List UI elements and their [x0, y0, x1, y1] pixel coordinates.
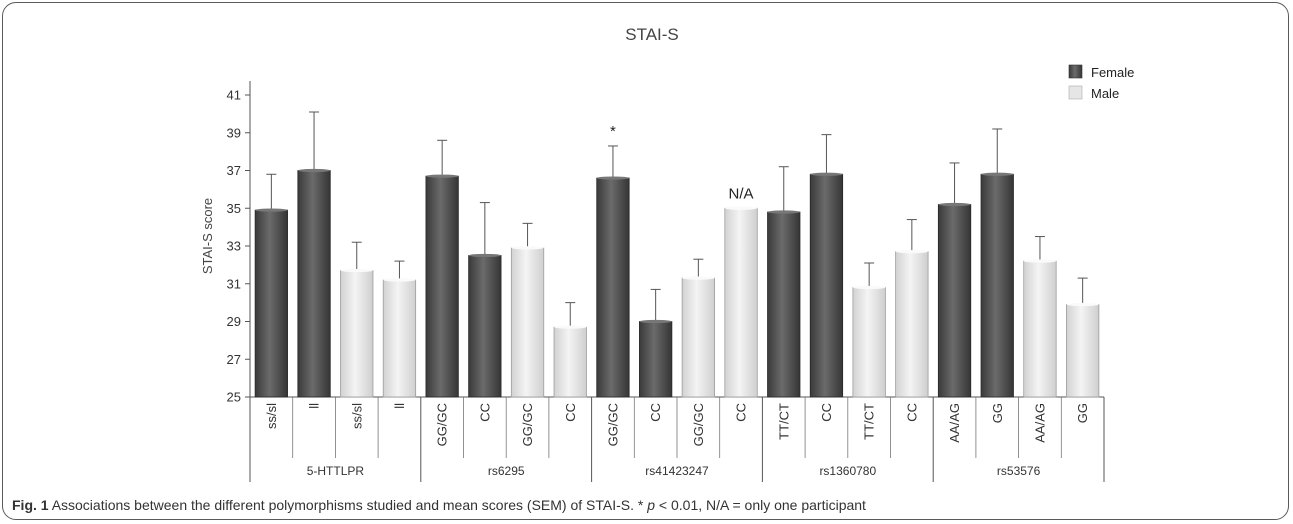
y-tick-label: 29 — [227, 314, 241, 329]
bar — [1066, 304, 1100, 398]
bar-top — [767, 210, 800, 214]
chart-title: STAI-S — [625, 25, 679, 44]
bar-top — [1023, 259, 1057, 263]
caption-text: Associations between the different polym… — [51, 497, 648, 513]
category-label: TT/CT — [862, 403, 877, 440]
bar — [382, 279, 417, 398]
bar — [297, 170, 331, 398]
bar — [425, 175, 459, 398]
bar-top — [1066, 302, 1099, 307]
y-axis-label: STAI-S score — [200, 198, 215, 274]
caption-text-end: < 0.01, N/A = only one participant — [655, 497, 866, 513]
bar-top — [255, 208, 288, 212]
y-tick-label: 33 — [227, 239, 241, 254]
bar-annotation: N/A — [729, 185, 754, 202]
legend-label-female: Female — [1091, 65, 1134, 80]
bar — [553, 326, 587, 398]
caption-label: Fig. 1 — [12, 497, 49, 513]
category-label: GG — [990, 403, 1005, 423]
y-tick-label: 37 — [227, 163, 241, 178]
bar — [681, 277, 715, 398]
group-label: 5-HTTLPR — [307, 464, 365, 478]
bar — [639, 321, 673, 398]
bar — [852, 287, 886, 398]
bar-top — [596, 176, 630, 180]
category-label: TT/CT — [776, 403, 791, 440]
bar — [510, 247, 545, 398]
bar — [980, 173, 1014, 398]
bar-top — [425, 174, 459, 178]
y-tick-label: 35 — [227, 201, 241, 216]
legend-label-male: Male — [1091, 86, 1119, 101]
bar — [767, 211, 801, 398]
figure-caption: Fig. 1 Associations between the differen… — [12, 497, 866, 513]
category-label: CC — [648, 403, 663, 422]
category-label: AA/AG — [1032, 403, 1047, 443]
category-label: CC — [904, 403, 919, 422]
y-tick-label: 27 — [227, 352, 241, 367]
bar-top — [554, 325, 587, 329]
y-tick-label: 39 — [227, 125, 241, 140]
bar-top — [682, 276, 715, 280]
legend-swatch-female — [1068, 64, 1083, 79]
bar-top — [340, 268, 373, 273]
group-label: rs53576 — [997, 464, 1041, 478]
bar-top — [852, 285, 886, 290]
bar — [937, 204, 972, 398]
category-label: GG/GC — [520, 403, 535, 446]
bar-top — [639, 319, 672, 324]
y-tick-label: 41 — [227, 88, 241, 103]
category-label: CC — [819, 403, 834, 422]
category-label: GG — [1075, 403, 1090, 423]
category-label: ll — [392, 403, 407, 409]
bar — [254, 209, 288, 398]
bar — [724, 207, 758, 398]
bar — [1023, 260, 1057, 398]
bar-top — [724, 206, 758, 210]
group-label: rs6295 — [488, 464, 525, 478]
y-tick-label: 25 — [227, 390, 241, 405]
bar-top — [511, 246, 544, 250]
y-tick-label: 31 — [227, 276, 241, 291]
bar — [809, 173, 844, 398]
bar-top — [297, 168, 331, 173]
bar — [340, 270, 374, 398]
bar — [895, 251, 929, 398]
category-label: GG/GC — [435, 403, 450, 446]
bar-annotation: * — [610, 123, 616, 140]
group-label: rs1360780 — [819, 464, 876, 478]
category-label: ll — [307, 403, 322, 409]
category-label: CC — [734, 403, 749, 422]
bar — [468, 255, 502, 398]
category-label: GG/GC — [605, 403, 620, 446]
group-label: rs41423247 — [645, 464, 709, 478]
bar — [596, 177, 630, 398]
bar-top — [810, 172, 843, 176]
legend: Female Male — [1068, 64, 1134, 101]
legend-swatch-male — [1068, 85, 1083, 100]
category-label: ss/sl — [264, 403, 279, 429]
bar-top — [981, 172, 1014, 176]
category-label: ss/sl — [349, 403, 364, 429]
category-label: CC — [477, 403, 492, 422]
category-label: GG/GC — [691, 403, 706, 446]
category-label: CC — [563, 403, 578, 422]
bar-top — [938, 202, 971, 207]
caption-p-symbol: p — [647, 497, 656, 513]
bar-top — [468, 253, 502, 258]
category-label: AA/AG — [947, 403, 962, 443]
bar-top — [383, 278, 416, 282]
bar-top — [895, 250, 929, 254]
